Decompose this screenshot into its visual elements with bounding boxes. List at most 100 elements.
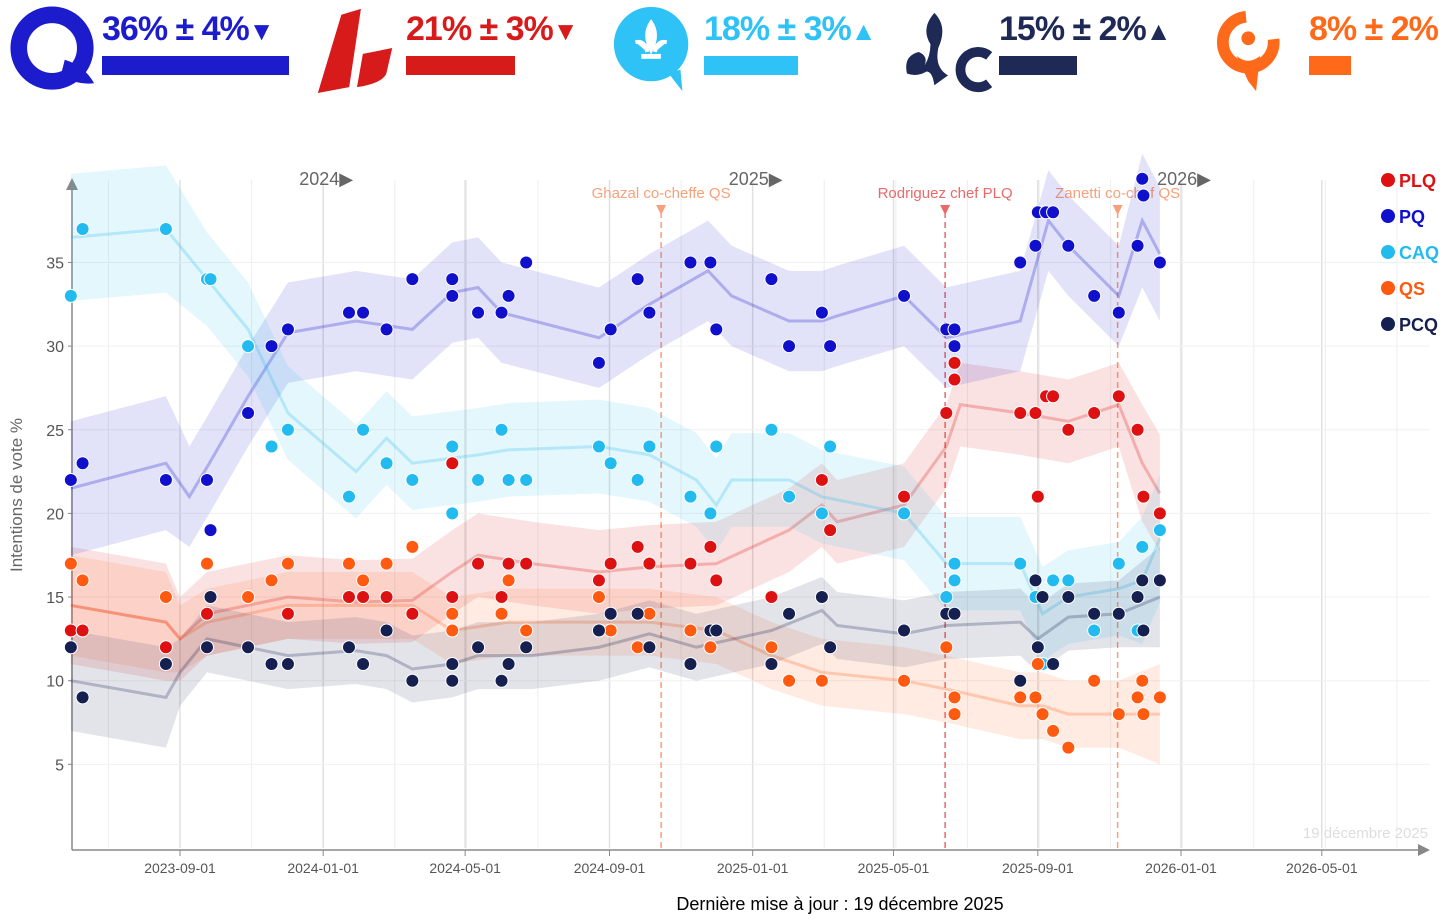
y-tick-label: 35 [46,255,64,272]
data-point-qs [782,673,797,688]
legend-label: CAQ [1399,243,1439,263]
data-point-pq [591,355,606,370]
data-point-qs [158,590,173,605]
data-point-qs [814,673,829,688]
band-pq [70,153,1160,556]
data-point-caq [703,506,718,521]
party-bar [406,56,516,75]
data-point-caq [341,489,356,504]
data-point-pcq [494,673,509,688]
data-point-pq [947,339,962,354]
data-point-caq [603,456,618,471]
data-point-pcq [1013,673,1028,688]
data-point-pcq [814,590,829,605]
party-bar [1309,56,1351,75]
data-point-pcq [1046,656,1061,671]
data-point-plq [642,556,657,571]
data-point-plq [379,590,394,605]
data-point-qs [1035,707,1050,722]
party-indicator-qs: 8% ± 2% [1215,4,1456,96]
data-point-pq [264,339,279,354]
data-point-qs [703,640,718,655]
data-point-caq [1046,573,1061,588]
legend-label: PQ [1399,207,1425,227]
data-point-plq [603,556,618,571]
legend-item-plq: PLQ [1381,171,1436,191]
y-tick-label: 5 [55,757,64,774]
data-point-qs [241,590,256,605]
data-point-caq [1152,523,1167,538]
data-point-pq [1135,171,1150,186]
legend-label: PLQ [1399,171,1436,191]
party-indicator-caq: 18% ± 3%▲ [610,4,900,96]
data-point-caq [1111,556,1126,571]
data-point-qs [379,556,394,571]
band-pcq [70,546,1160,748]
party-summary-header: 36% ± 4%▼ 21% ± 3%▼ 18% ± 3%▲ 15% ± 2%▲ … [0,0,1456,100]
data-point-plq [341,590,356,605]
data-point-qs [519,623,534,638]
data-point-qs [445,606,460,621]
data-point-pcq [445,656,460,671]
x-tick-label: 2024-05-01 [429,860,501,876]
data-point-qs [1087,673,1102,688]
data-point-qs [939,640,954,655]
data-point-qs [1046,723,1061,738]
data-point-pcq [1136,623,1151,638]
data-point-qs [897,673,912,688]
data-point-pq [642,305,657,320]
data-point-pcq [1135,573,1150,588]
data-point-plq [158,640,173,655]
data-point-qs [630,640,645,655]
data-point-caq [519,472,534,487]
data-point-qs [356,573,371,588]
data-point-pq [703,255,718,270]
data-point-pcq [241,640,256,655]
data-point-caq [280,422,295,437]
data-point-pcq [823,640,838,655]
data-point-pq [494,305,509,320]
legend-item-qs: QS [1381,279,1425,299]
party-pct: 36% [102,10,168,48]
event-label: Rodriguez chef PLQ [878,185,1013,202]
data-point-pq [519,255,534,270]
data-point-pq [1087,288,1102,303]
footer-update-text: Dernière mise à jour : 19 décembre 2025 [676,894,1004,914]
data-point-plq [1152,506,1167,521]
data-point-pq [709,322,724,337]
data-point-pcq [1087,606,1102,621]
data-point-caq [379,456,394,471]
data-point-qs [280,556,295,571]
data-point-qs [75,573,90,588]
data-point-pcq [1111,606,1126,621]
party-value: 21% ± 3%▼ [406,10,578,49]
data-point-qs [683,623,698,638]
data-point-plq [75,623,90,638]
data-point-pq [782,339,797,354]
data-point-pq [1111,305,1126,320]
data-point-pq [356,305,371,320]
data-point-caq [264,439,279,454]
x-tick-label: 2023-09-01 [144,860,216,876]
data-point-pcq [897,623,912,638]
data-point-pcq [199,640,214,655]
data-point-pcq [405,673,420,688]
data-point-plq [1111,389,1126,404]
x-tick-label: 2026-01-01 [1145,860,1217,876]
data-point-pcq [203,590,218,605]
data-point-pq [445,288,460,303]
year-marker: 2026▶ [1157,169,1211,189]
data-point-caq [939,590,954,605]
legend-item-pcq: PCQ [1381,315,1438,335]
legend-dot-icon [1381,281,1395,295]
data-point-pq [630,272,645,287]
plq-logo [317,8,393,94]
data-point-caq [1061,573,1076,588]
data-point-caq [642,439,657,454]
party-bar [999,56,1077,75]
data-point-pcq [947,606,962,621]
party-pct: 8% [1309,10,1357,48]
trend-line-pq [70,216,1162,500]
legend-item-caq: CAQ [1381,243,1439,263]
data-point-pcq [1061,590,1076,605]
